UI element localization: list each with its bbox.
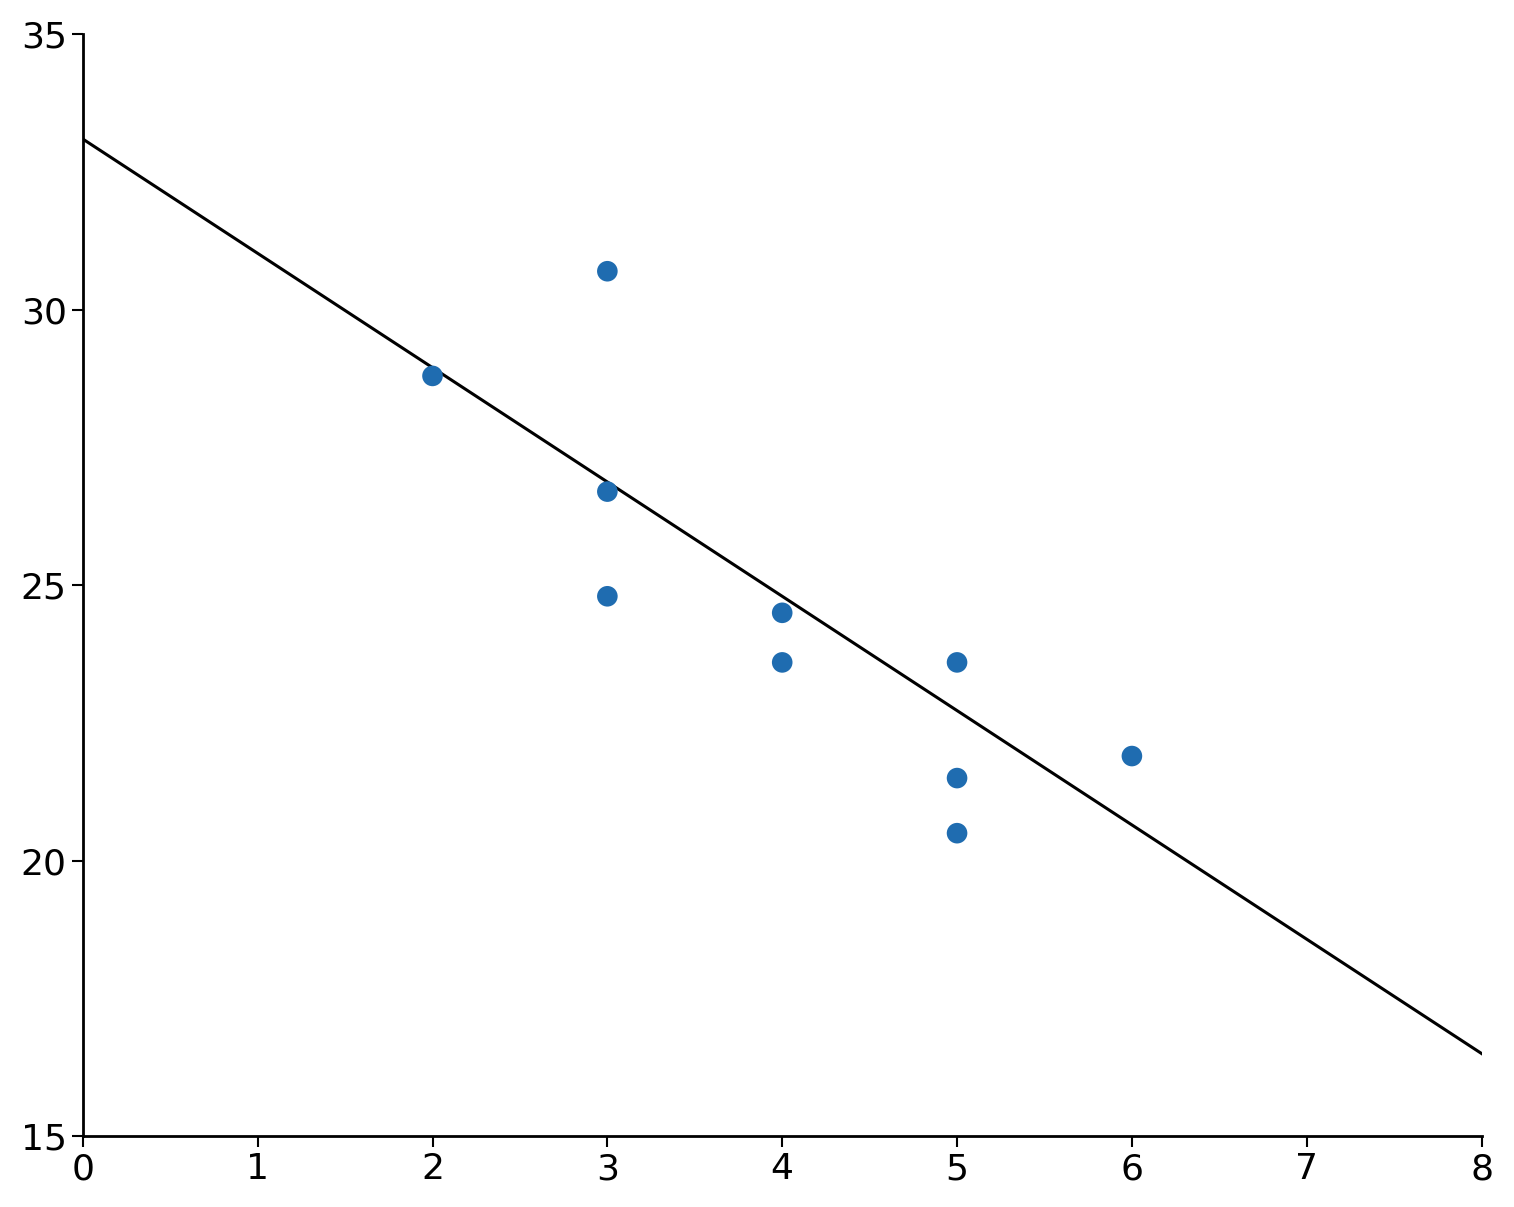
Point bbox=[595, 262, 619, 281]
Point bbox=[771, 653, 795, 672]
Point bbox=[421, 366, 445, 385]
Point bbox=[945, 769, 969, 788]
Point bbox=[1120, 746, 1145, 765]
Point bbox=[945, 823, 969, 842]
Point bbox=[595, 587, 619, 606]
Point bbox=[771, 604, 795, 623]
Point bbox=[945, 653, 969, 672]
Point bbox=[595, 482, 619, 501]
